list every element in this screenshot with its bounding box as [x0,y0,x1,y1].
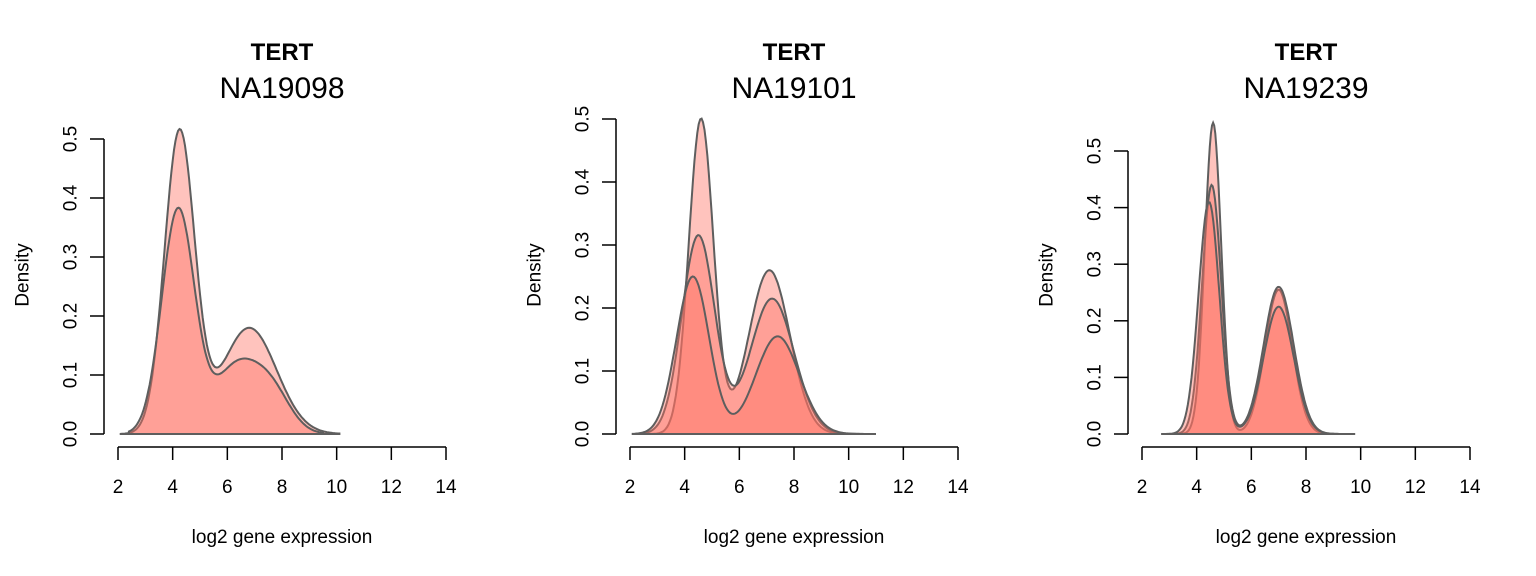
y-axis-label: Density [525,243,546,307]
x-tick-label: 14 [435,477,457,498]
density-panel-NA19101: TERT NA19101 0.0 0.1 0.2 0.3 0.4 0.5 Density 2 4 6 8… [525,39,969,548]
x-tick-label: 2 [113,477,124,498]
x-tick-label: 4 [679,477,690,498]
density-curve-1 [632,117,863,435]
y-tick-label: 0.3 [573,232,594,258]
y-tick-label: 0.3 [61,244,82,270]
y-tick-label: 0.0 [61,421,82,447]
x-tick-label: 8 [277,477,288,498]
x-tick-label: 4 [1191,477,1202,498]
y-tick-label: 0.0 [573,421,594,447]
y-axis-label: Density [13,243,34,307]
x-axis-label: log2 gene expression [704,527,885,548]
density-curve-2 [631,233,871,435]
y-tick-label: 0.5 [61,126,82,152]
x-tick-label: 12 [381,477,402,498]
x-tick-label: 14 [947,477,969,498]
x-tick-label: 4 [167,477,178,498]
x-tick-label: 2 [1137,477,1148,498]
y-tick-label: 0.4 [573,168,594,195]
x-axis-label: log2 gene expression [1216,527,1397,548]
y-tick-label: 0.5 [1085,138,1106,164]
x-tick-label: 12 [1405,477,1426,498]
x-tick-label: 10 [1350,477,1371,498]
x-axis-label: log2 gene expression [192,527,373,548]
density-curve-3 [634,275,876,435]
x-tick-label: 6 [1246,477,1257,498]
panel-sample-title: NA19098 [219,72,344,105]
y-tick-label: 0.3 [1085,251,1106,277]
panel-sample-title: NA19101 [731,72,856,105]
y-tick-label: 0.4 [61,184,82,211]
x-tick-label: 14 [1459,477,1481,498]
y-tick-label: 0.1 [1085,364,1106,390]
x-tick-label: 12 [893,477,914,498]
y-tick-label: 0.2 [61,303,82,329]
panel-gene-title: TERT [251,39,314,66]
y-tick-label: 0.1 [573,358,594,384]
y-tick-label: 0.2 [1085,308,1106,334]
y-tick-label: 0.5 [573,106,594,132]
y-tick-label: 0.1 [61,362,82,388]
panel-gene-title: TERT [1275,39,1338,66]
y-tick-label: 0.0 [1085,421,1106,447]
panel-sample-title: NA19239 [1243,72,1368,105]
x-tick-label: 2 [625,477,636,498]
density-curve-2 [127,206,324,435]
density-panel-NA19239: TERT NA19239 0.0 0.1 0.2 0.3 0.4 0.5 Density 2 4 6 8… [1037,39,1481,548]
y-tick-label: 0.4 [1085,194,1106,221]
x-tick-label: 8 [1301,477,1312,498]
x-tick-label: 10 [838,477,859,498]
y-axis-label: Density [1037,243,1058,307]
density-panel-NA19098: TERT NA19098 0.0 0.1 0.2 0.3 0.4 0.5 Density 2 4 6 8… [13,39,457,548]
x-tick-label: 10 [326,477,347,498]
x-tick-label: 8 [789,477,800,498]
y-tick-label: 0.2 [573,295,594,321]
x-tick-label: 6 [734,477,745,498]
x-tick-label: 6 [222,477,233,498]
density-curve-3 [1161,201,1356,435]
panel-gene-title: TERT [763,39,826,66]
